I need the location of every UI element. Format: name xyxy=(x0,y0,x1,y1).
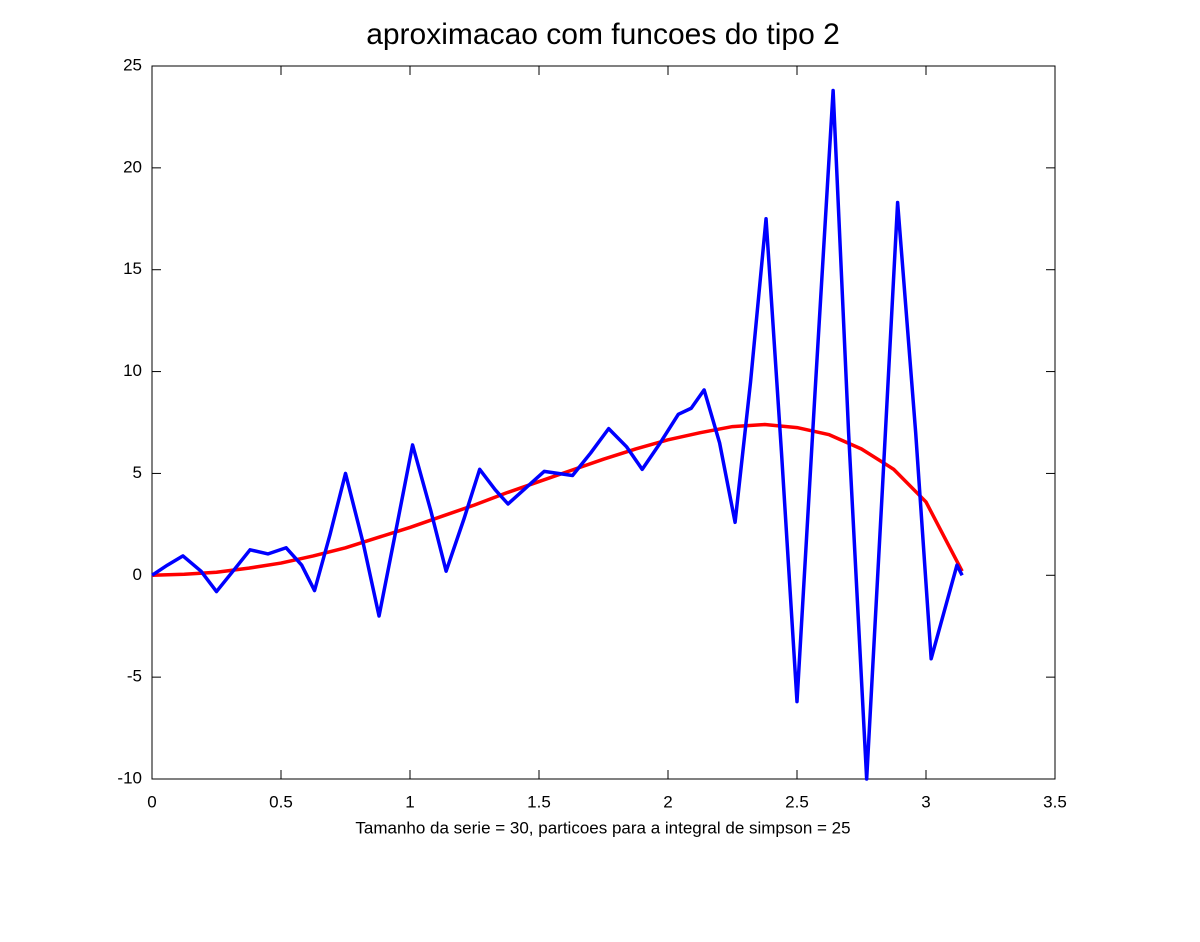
plot-frame xyxy=(151,65,1056,780)
x-tick-label: 3 xyxy=(921,792,930,811)
chart-title: aproximacao com funcoes do tipo 2 xyxy=(366,18,840,51)
y-tick-label: 15 xyxy=(123,259,142,278)
x-tick-label: 0 xyxy=(147,792,156,811)
data-line xyxy=(151,422,964,578)
x-tick-label: 3.5 xyxy=(1043,792,1067,811)
data-line xyxy=(151,88,964,781)
y-tick-label: 25 xyxy=(123,55,142,74)
x-tick-label: 1 xyxy=(405,792,414,811)
y-tick-label: -10 xyxy=(117,768,142,787)
x-tick-label: 0.5 xyxy=(269,792,293,811)
x-tick-label: 2 xyxy=(663,792,672,811)
x-tick-label: 1.5 xyxy=(527,792,551,811)
y-tick-label: -5 xyxy=(127,667,142,686)
x-axis-label: Tamanho da serie = 30, particoes para a … xyxy=(355,818,850,837)
y-tick-label: 20 xyxy=(123,157,142,176)
y-tick-label: 0 xyxy=(133,565,142,584)
y-tick-label: 5 xyxy=(133,463,142,482)
y-tick-label: 10 xyxy=(123,361,142,380)
x-tick-label: 2.5 xyxy=(785,792,809,811)
